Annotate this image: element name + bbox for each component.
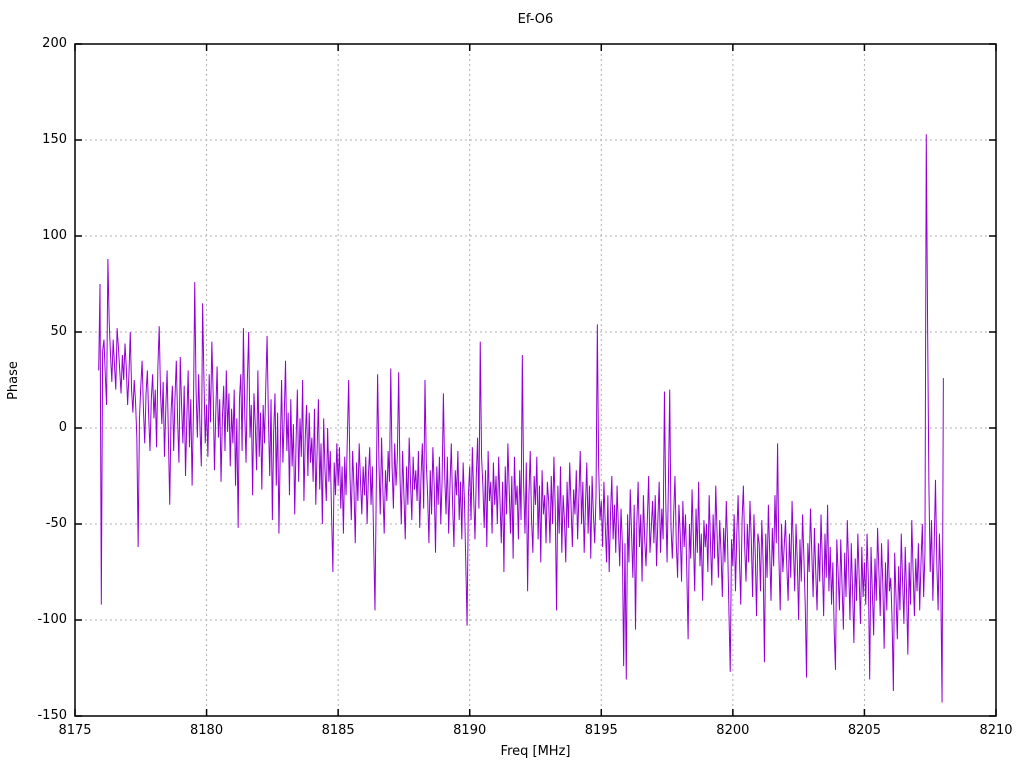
x-tick-label: 8180 <box>190 723 224 738</box>
y-tick-label: 0 <box>58 420 67 435</box>
x-tick-label: 8200 <box>716 723 750 738</box>
y-tick-label: 200 <box>42 36 67 51</box>
x-tick-label: 8185 <box>321 723 355 738</box>
phase-trace <box>98 134 944 703</box>
y-tick-label: -150 <box>37 708 67 723</box>
x-tick-label: 8195 <box>584 723 618 738</box>
x-tick-label: 8205 <box>847 723 881 738</box>
chart-title: Ef-O6 <box>517 12 554 27</box>
y-tick-label: 50 <box>50 324 67 339</box>
plot-border <box>74 43 997 717</box>
y-tick-label: -100 <box>37 612 67 627</box>
y-tick-label: -50 <box>45 516 67 531</box>
x-tick-label: 8175 <box>58 723 92 738</box>
x-tick-label: 8210 <box>979 723 1013 738</box>
x-tick-label: 8190 <box>453 723 487 738</box>
y-tick-label: 150 <box>42 132 67 147</box>
x-axis-title: Freq [MHz] <box>500 744 571 759</box>
y-tick-label: 100 <box>42 228 67 243</box>
